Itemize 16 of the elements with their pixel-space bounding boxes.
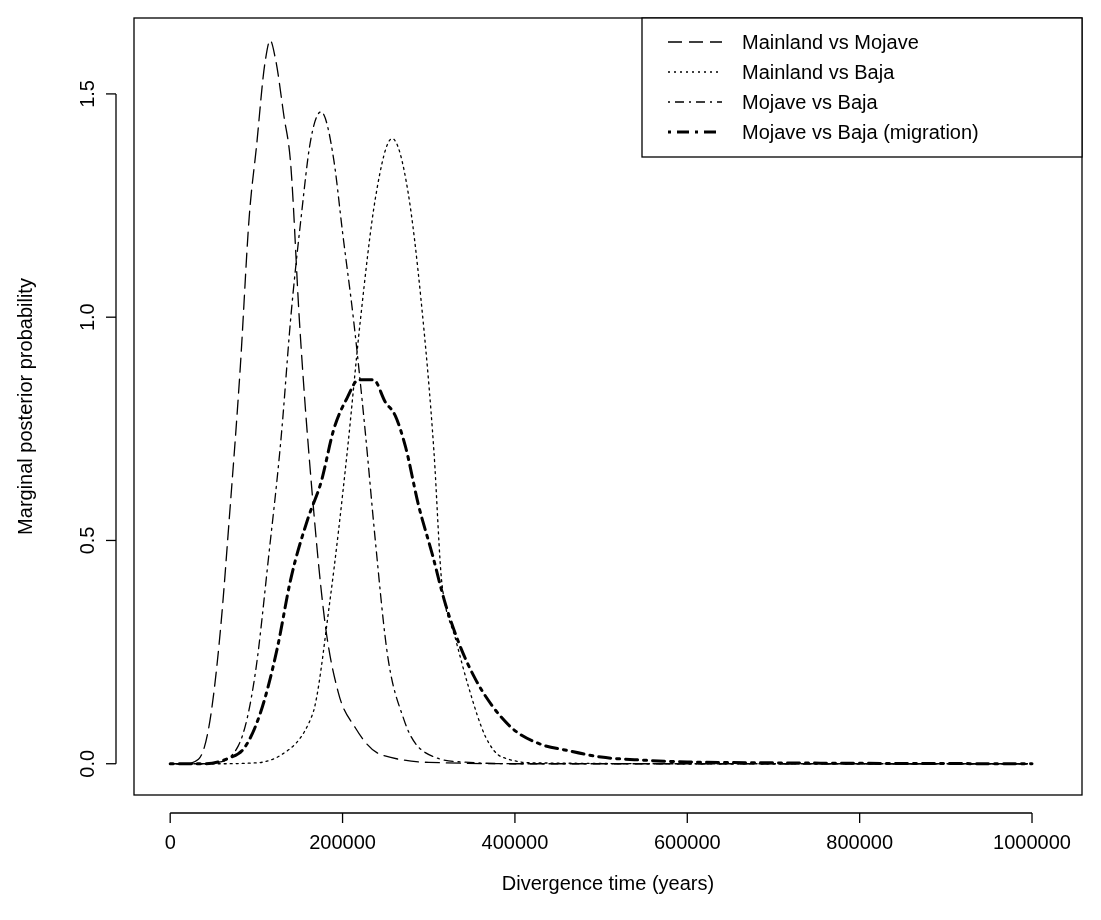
y-tick-label: 0.0	[76, 749, 98, 778]
y-tick-label: 1.5	[76, 80, 98, 108]
x-tick-label: 1000000	[993, 831, 1071, 853]
y-axis-title: Marginal posterior probability	[14, 278, 36, 535]
y-tick-label: 0.5	[76, 526, 98, 555]
x-tick-label: 0	[164, 831, 176, 853]
x-axis-title: Divergence time (years)	[501, 872, 715, 894]
y-tick-label: 1.0	[76, 303, 98, 332]
legend-label: Mainland vs Mojave	[742, 31, 919, 53]
x-tick-label: 600000	[653, 831, 721, 853]
legend-label: Mojave vs Baja	[742, 91, 879, 113]
x-tick-label: 200000	[309, 831, 376, 853]
legend-label: Mojave vs Baja (migration)	[742, 121, 979, 143]
legend-label: Mainland vs Baja	[742, 61, 896, 83]
x-tick-label: 800000	[826, 831, 894, 853]
x-tick-label: 400000	[481, 831, 549, 853]
